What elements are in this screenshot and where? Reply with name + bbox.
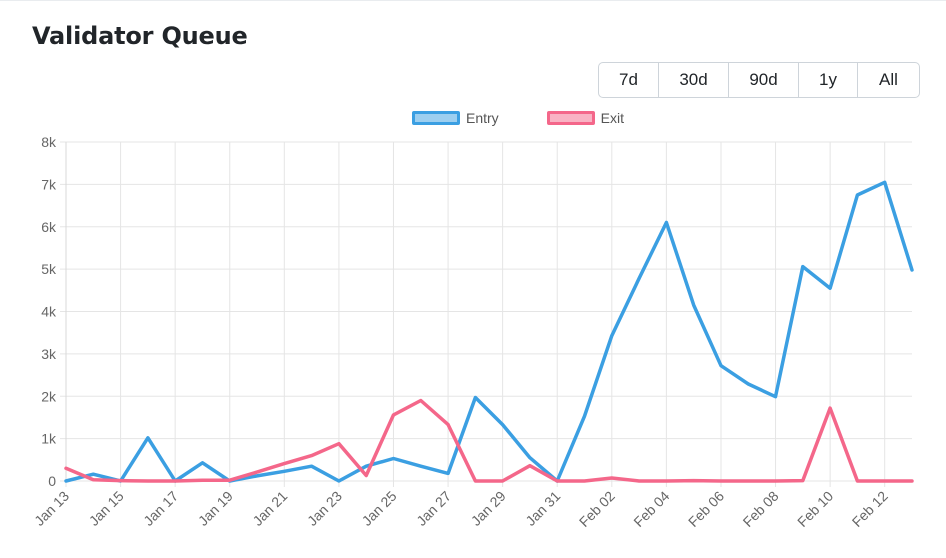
- x-tick-label: Jan 21: [249, 488, 290, 529]
- y-tick-label: 2k: [41, 388, 57, 404]
- x-tick-label: Jan 29: [468, 488, 509, 529]
- legend-swatch-exit: [546, 111, 595, 125]
- time-range-selector: 7d 30d 90d 1y All: [598, 62, 920, 98]
- x-tick-label: Jan 23: [304, 488, 345, 529]
- x-tick-label: Feb 10: [794, 488, 836, 530]
- x-tick-label: Jan 27: [413, 488, 454, 529]
- range-7d-button[interactable]: 7d: [599, 63, 659, 97]
- top-divider: [0, 0, 946, 1]
- series-line-entry: [64, 180, 914, 483]
- range-90d-button[interactable]: 90d: [729, 63, 799, 97]
- x-tick-label: Jan 25: [359, 488, 400, 529]
- x-tick-label: Feb 04: [630, 488, 672, 530]
- series-line-exit: [64, 398, 914, 483]
- legend-swatch-entry: [411, 111, 460, 125]
- page-title: Validator Queue: [32, 22, 248, 50]
- y-tick-label: 5k: [41, 261, 57, 277]
- x-tick-label: Feb 02: [576, 488, 618, 530]
- chart-legend: Entry Exit: [0, 110, 946, 126]
- range-all-button[interactable]: All: [879, 70, 898, 89]
- y-tick-label: 4k: [41, 304, 57, 320]
- x-tick-label: Feb 12: [849, 488, 891, 530]
- y-tick-label: 8k: [41, 134, 57, 150]
- legend-item-entry[interactable]: Entry: [411, 110, 499, 126]
- y-tick-label: 0: [48, 473, 56, 489]
- x-tick-label: Jan 31: [522, 488, 563, 529]
- legend-label-exit: Exit: [600, 110, 625, 126]
- legend-label-entry: Entry: [465, 110, 499, 126]
- x-tick-label: Jan 15: [86, 488, 127, 529]
- y-tick-label: 3k: [41, 346, 57, 362]
- x-tick-label: Jan 13: [31, 488, 72, 529]
- x-tick-label: Feb 08: [740, 488, 782, 530]
- legend-item-exit[interactable]: Exit: [546, 110, 625, 126]
- range-1y-button[interactable]: 1y: [799, 63, 858, 97]
- range-30d-button[interactable]: 30d: [659, 63, 729, 97]
- y-tick-label: 7k: [41, 176, 57, 192]
- x-tick-label: Feb 06: [685, 488, 727, 530]
- x-tick-label: Jan 19: [195, 488, 236, 529]
- y-tick-label: 1k: [41, 431, 57, 447]
- x-tick-label: Jan 17: [140, 488, 181, 529]
- y-tick-label: 6k: [41, 219, 57, 235]
